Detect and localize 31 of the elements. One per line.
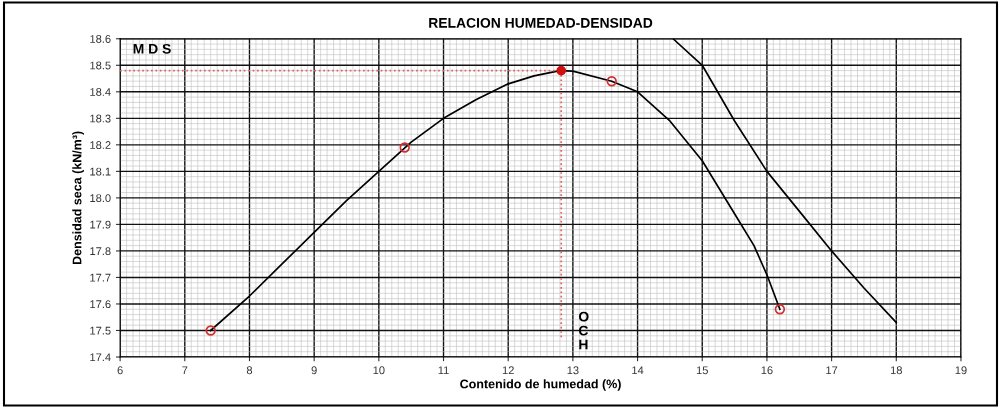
x-tick-label: 16 <box>761 366 773 375</box>
y-tick-label: 17.8 <box>90 247 111 256</box>
y-tick-label: 18.5 <box>90 61 111 70</box>
x-tick-label: 8 <box>246 366 253 375</box>
chart-title: RELACION HUMEDAD-DENSIDAD <box>429 17 653 28</box>
y-tick-label: 17.5 <box>90 326 111 335</box>
y-tick-label: 18.3 <box>90 114 111 123</box>
x-tick-label: 15 <box>696 366 708 375</box>
x-axis-title: Contenido de humedad (%) <box>460 379 621 391</box>
y-axis-title: Densidad seca (kN/m³) <box>72 131 84 265</box>
annotation: M D S <box>133 43 171 54</box>
x-tick-label: 14 <box>632 366 644 375</box>
x-tick-label: 17 <box>826 366 838 375</box>
x-tick-label: 18 <box>890 366 902 375</box>
x-tick-label: 13 <box>567 366 579 375</box>
y-tick-label: 18.1 <box>90 167 111 176</box>
x-tick-label: 19 <box>955 366 967 375</box>
y-tick-label: 17.9 <box>90 220 111 229</box>
y-tick-label: 18.0 <box>90 194 111 203</box>
x-tick-label: 6 <box>117 366 123 375</box>
x-tick-label: 12 <box>502 366 514 375</box>
y-tick-label: 18.4 <box>90 88 111 96</box>
x-tick-label: 7 <box>182 366 188 375</box>
y-tick-label: 18.2 <box>90 141 111 149</box>
y-tick-label: 17.4 <box>90 353 111 362</box>
y-tick-label: 17.7 <box>90 273 111 282</box>
y-tick-label: 17.6 <box>90 300 111 309</box>
y-tick-label: 18.6 <box>90 35 111 43</box>
x-tick-label: 10 <box>373 366 385 375</box>
x-tick-label: 11 <box>438 366 449 375</box>
x-tick-label: 9 <box>311 366 317 375</box>
